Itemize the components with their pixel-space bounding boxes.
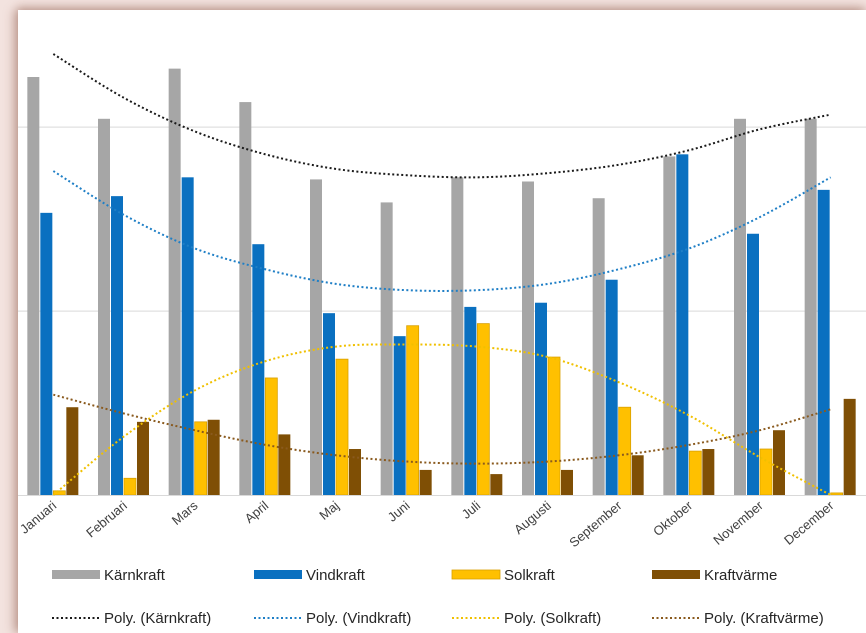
bar-k-rnkraft-8 bbox=[592, 198, 605, 495]
bar-k-rnkraft-2 bbox=[168, 68, 181, 495]
bar-kraftv-rme-8 bbox=[631, 455, 644, 495]
x-tick-label-6: Juli bbox=[459, 498, 484, 522]
x-tick-label-10: November bbox=[710, 497, 766, 547]
bar-solkraft-7 bbox=[547, 356, 561, 496]
legend-trend-label-0: Poly. (Kärnkraft) bbox=[104, 610, 211, 627]
bar-vindkraft-1 bbox=[111, 196, 123, 495]
bar-solkraft-10 bbox=[759, 448, 773, 496]
chart: Januari Februari Mars April Maj Juni Juli Augus… bbox=[18, 53, 866, 627]
trendline-0 bbox=[52, 53, 831, 179]
bar-kraftv-rme-3 bbox=[278, 434, 291, 495]
legend-label-1: Vindkraft bbox=[306, 567, 366, 584]
bar-k-rnkraft-5 bbox=[380, 202, 393, 495]
legend-swatch-3 bbox=[652, 570, 700, 579]
bar-kraftv-rme-5 bbox=[419, 469, 432, 495]
bar-vindkraft-8 bbox=[605, 279, 618, 495]
bar-vindkraft-2 bbox=[181, 177, 194, 495]
x-tick-label-2: Mars bbox=[169, 497, 201, 527]
legend-label-3: Kraftvärme bbox=[704, 567, 777, 584]
bar-k-rnkraft-3 bbox=[239, 102, 252, 495]
x-tick-label-5: Juni bbox=[385, 498, 413, 525]
bar-solkraft-3 bbox=[264, 377, 278, 496]
legend-trend-label-3: Poly. (Kraftvärme) bbox=[704, 610, 824, 627]
bar-vindkraft-4 bbox=[323, 313, 335, 495]
bar-kraftv-rme-0 bbox=[66, 407, 79, 495]
bar-solkraft-1 bbox=[123, 477, 137, 496]
legend-label-0: Kärnkraft bbox=[104, 567, 166, 584]
bar-solkraft-9 bbox=[688, 450, 702, 496]
bar-vindkraft-6 bbox=[464, 306, 477, 495]
bar-k-rnkraft-1 bbox=[98, 118, 110, 496]
x-tick-label-4: Maj bbox=[316, 498, 342, 523]
x-tick-label-3: April bbox=[242, 498, 272, 526]
legend-label-2: Solkraft bbox=[504, 567, 556, 584]
x-tick-label-0: Januari bbox=[18, 498, 59, 537]
x-tick-label-11: December bbox=[781, 497, 837, 547]
bar-k-rnkraft-6 bbox=[451, 177, 464, 495]
trendline-2 bbox=[52, 343, 832, 496]
bar-k-rnkraft-11 bbox=[804, 118, 817, 496]
bar-k-rnkraft-0 bbox=[27, 77, 40, 495]
x-tick-label-9: Oktober bbox=[650, 497, 696, 539]
bar-k-rnkraft-9 bbox=[663, 156, 676, 496]
bar-kraftv-rme-7 bbox=[561, 469, 573, 495]
bar-solkraft-2 bbox=[194, 421, 208, 496]
legend-trend-label-2: Poly. (Solkraft) bbox=[504, 610, 601, 627]
bar-vindkraft-0 bbox=[40, 212, 53, 495]
trendline-1 bbox=[52, 170, 832, 292]
bar-vindkraft-9 bbox=[676, 154, 689, 495]
bar-solkraft-11 bbox=[830, 492, 844, 496]
bar-vindkraft-7 bbox=[535, 302, 547, 495]
bar-solkraft-8 bbox=[618, 406, 632, 496]
bar-kraftv-rme-11 bbox=[843, 398, 856, 495]
legend-swatch-0 bbox=[52, 570, 100, 579]
bar-k-rnkraft-10 bbox=[734, 118, 746, 496]
x-tick-label-1: Februari bbox=[83, 498, 130, 541]
bar-kraftv-rme-4 bbox=[349, 449, 361, 495]
bar-kraftv-rme-2 bbox=[207, 419, 220, 495]
bar-solkraft-4 bbox=[335, 358, 349, 496]
bar-solkraft-6 bbox=[476, 323, 490, 496]
bar-k-rnkraft-4 bbox=[310, 179, 322, 495]
legend-swatch-2 bbox=[451, 569, 501, 580]
bar-kraftv-rme-6 bbox=[490, 474, 503, 495]
bar-kraftv-rme-9 bbox=[702, 449, 715, 495]
bar-solkraft-5 bbox=[406, 325, 420, 496]
bar-kraftv-rme-1 bbox=[137, 421, 149, 495]
bar-vindkraft-11 bbox=[817, 189, 830, 496]
bar-vindkraft-3 bbox=[252, 244, 265, 495]
x-tick-label-8: September bbox=[566, 497, 625, 550]
chart-frame: Januari Februari Mars April Maj Juni Juli Augus… bbox=[18, 10, 866, 633]
bar-k-rnkraft-7 bbox=[522, 181, 534, 495]
x-tick-label-7: Augusti bbox=[511, 498, 554, 537]
bar-vindkraft-5 bbox=[393, 336, 406, 495]
bar-kraftv-rme-10 bbox=[773, 430, 785, 495]
legend-swatch-1 bbox=[254, 570, 302, 579]
legend-trend-label-1: Poly. (Vindkraft) bbox=[306, 610, 411, 627]
bar-vindkraft-10 bbox=[747, 233, 759, 495]
bar-solkraft-0 bbox=[52, 490, 66, 496]
